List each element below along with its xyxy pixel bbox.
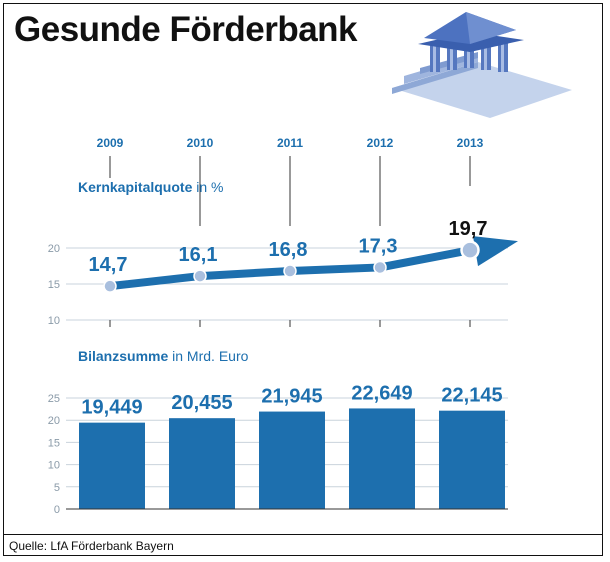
- bar-y-tick-label: 15: [48, 437, 60, 449]
- year-label: 2011: [277, 136, 303, 150]
- year-label: 2013: [457, 136, 484, 150]
- line-point: [283, 264, 297, 278]
- bar-y-tick-label: 20: [48, 415, 60, 427]
- bilanzsumme-bar: [259, 411, 325, 509]
- line-arrowhead: [473, 236, 518, 267]
- line-data-label: 16,8: [269, 239, 308, 261]
- page-title: Gesunde Förderbank: [14, 10, 358, 49]
- line-data-label: 16,1: [179, 244, 218, 266]
- bar-data-label: 22,145: [441, 385, 502, 407]
- bilanzsumme-bar: [79, 422, 145, 509]
- line-point: [460, 240, 480, 260]
- source-text: Quelle: LfA Förderbank Bayern: [9, 539, 174, 553]
- year-label: 2010: [187, 136, 214, 150]
- bar-chart-title-rest: in Mrd. Euro: [168, 348, 248, 364]
- source-bar: Quelle: LfA Förderbank Bayern: [3, 534, 603, 556]
- bar-chart-title: Bilanzsumme in Mrd. Euro: [78, 348, 249, 364]
- line-chart-title: Kernkapitalquote in %: [78, 179, 223, 195]
- bar-chart-title-strong: Bilanzsumme: [78, 348, 168, 364]
- bar-data-label: 20,455: [171, 392, 232, 414]
- bilanzsumme-bar: [439, 410, 505, 509]
- bilanzsumme-bar: [169, 418, 235, 509]
- chart-frame: [3, 3, 603, 556]
- line-data-label: 14,7: [89, 254, 128, 276]
- bar-data-label: 19,449: [81, 397, 142, 419]
- line-chart-title-rest: in %: [192, 179, 223, 195]
- line-data-label: 17,3: [359, 235, 398, 257]
- line-y-tick-label: 20: [48, 243, 60, 255]
- line-y-tick-label: 15: [48, 279, 60, 291]
- bar-data-label: 21,945: [261, 386, 322, 408]
- bar-y-tick-label: 5: [54, 482, 60, 494]
- line-data-label: 19,7: [449, 218, 488, 240]
- bar-y-tick-label: 10: [48, 460, 60, 472]
- line-point: [373, 260, 387, 275]
- bar-y-tick-label: 25: [48, 393, 60, 405]
- line-point: [193, 269, 207, 283]
- bank-building-icon: [392, 12, 572, 118]
- line-chart-title-strong: Kernkapitalquote: [78, 179, 193, 195]
- bar-data-label: 22,649: [351, 382, 412, 404]
- bilanzsumme-bar: [349, 408, 415, 509]
- line-point: [103, 279, 117, 293]
- year-label: 2012: [367, 136, 394, 150]
- line-y-tick-label: 10: [48, 315, 60, 327]
- year-label: 2009: [97, 136, 124, 150]
- bar-y-tick-label: 0: [54, 504, 60, 516]
